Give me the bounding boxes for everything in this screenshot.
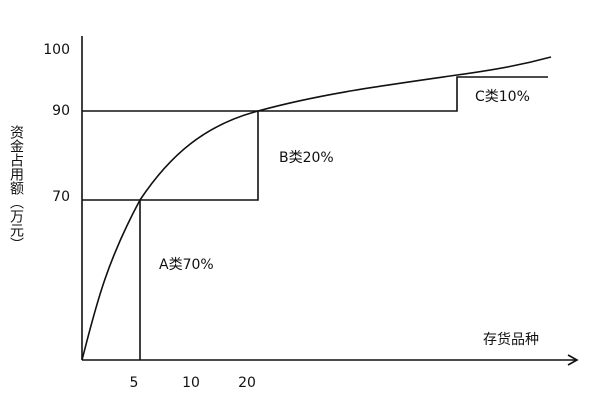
c-box <box>258 76 548 112</box>
class-label: B类20% <box>279 150 334 166</box>
x-tick-label: 10 <box>182 375 200 391</box>
y-tick-label: 70 <box>52 189 70 205</box>
x-tick-label: 20 <box>238 375 256 391</box>
class-label: A类70% <box>159 257 214 273</box>
class-label: C类10% <box>475 89 530 105</box>
y-tick-label: 90 <box>52 103 70 119</box>
b-box <box>82 110 259 201</box>
x-axis-arrow <box>567 354 579 366</box>
x-tick-label: 5 <box>130 375 139 391</box>
y-tick-label: 100 <box>43 42 70 58</box>
a-box <box>82 199 141 360</box>
y-axis-label: 资金占用额（万元） <box>8 125 24 251</box>
x-axis-label: 存货品种 <box>483 331 539 348</box>
